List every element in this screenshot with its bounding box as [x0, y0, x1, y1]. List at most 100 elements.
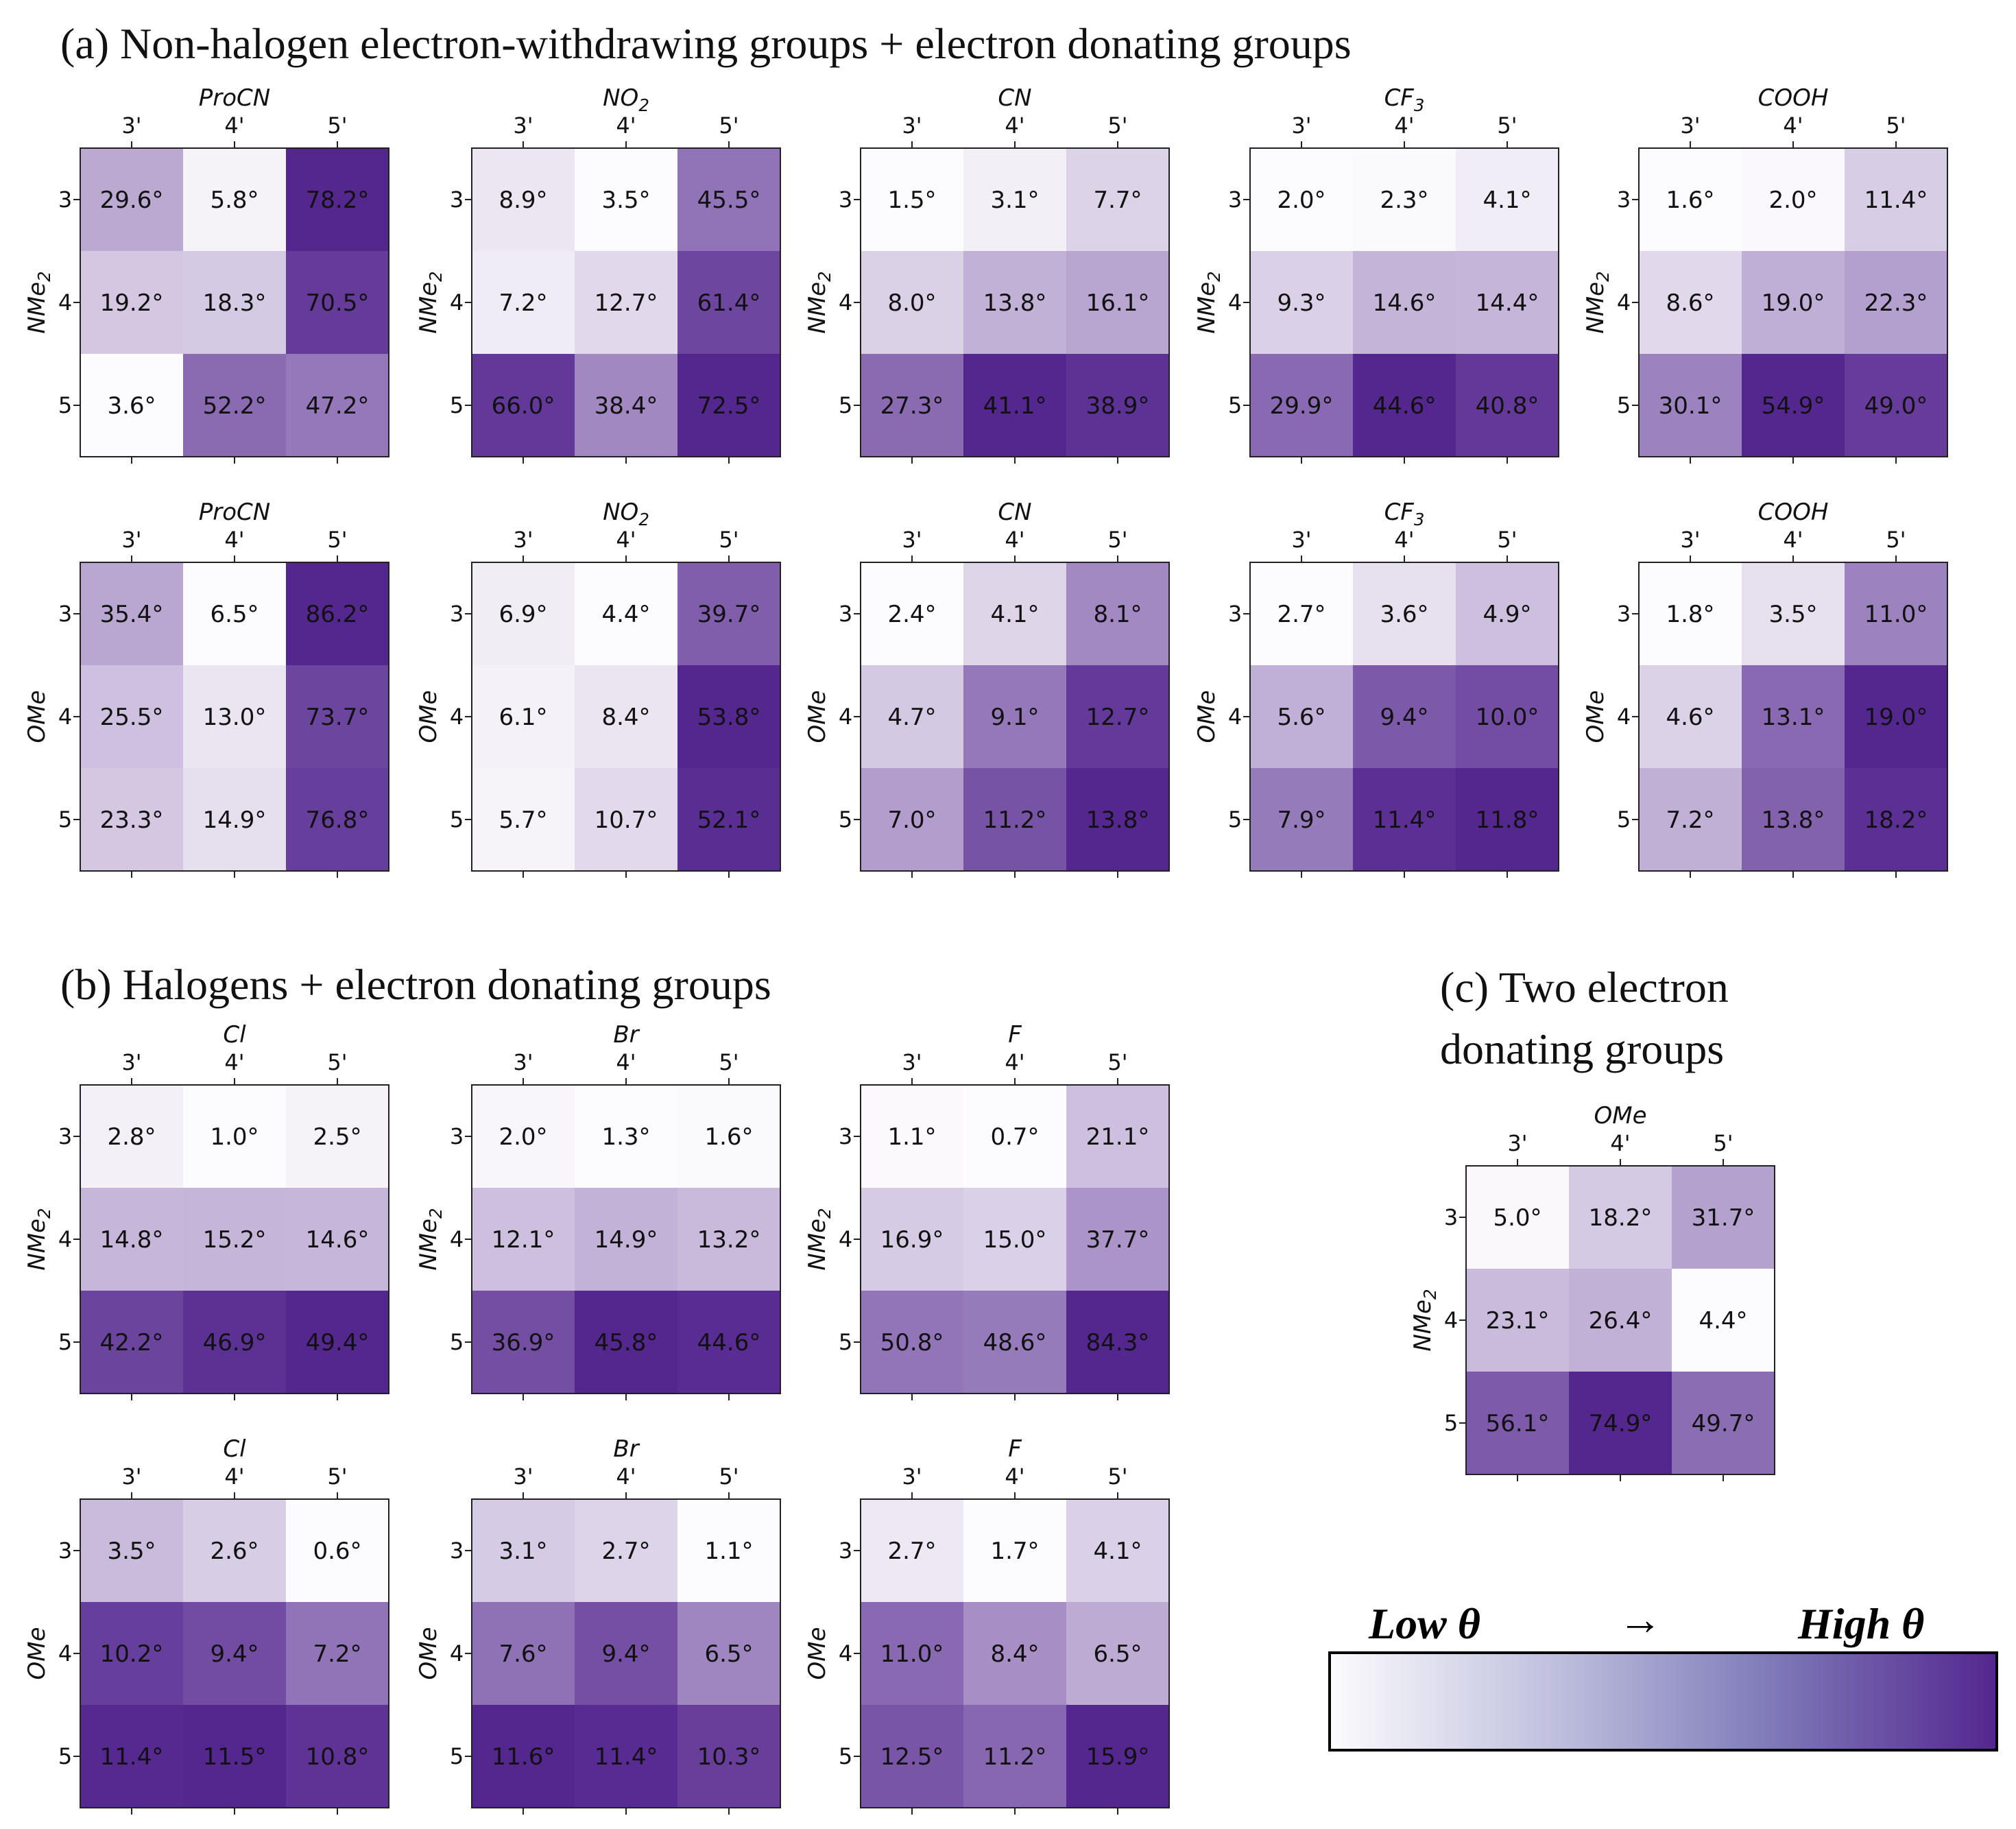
x-tick-label: 3'	[121, 527, 141, 553]
y-tick-label: 5	[1617, 806, 1631, 833]
heatmap-cell	[861, 1602, 963, 1705]
x-tick-label: 3'	[902, 1463, 922, 1490]
heatmap-cell	[1066, 1602, 1169, 1705]
heatmap-7: 6.9° 4.4° 39.7° 6.1° 8.4° 53.8° 5.7° 10.7° 52.1°…	[415, 499, 781, 878]
cell-value-label: 11.6°	[492, 1743, 555, 1771]
cell-value-label: 1.7°	[990, 1538, 1039, 1565]
y-tick-label: 3	[839, 1538, 852, 1564]
heatmap-ylabel: OMe	[23, 690, 51, 743]
cell-value-label: 13.0°	[203, 704, 267, 731]
y-tick-label: 4	[839, 289, 852, 315]
heatmap-cell	[1639, 665, 1742, 768]
heatmap-12: 2.0° 1.3° 1.6° 12.1° 14.9° 13.2° 36.9° 45.8° 44.…	[415, 1021, 781, 1400]
y-tick-label: 4	[58, 289, 72, 315]
heatmap-ylabel: OMe	[804, 690, 831, 743]
cell-value-label: 1.6°	[704, 1123, 753, 1151]
heatmap-cell	[1066, 251, 1169, 354]
heatmap-cell	[861, 1499, 963, 1602]
cell-value-label: 49.4°	[306, 1329, 370, 1356]
y-tick-label: 5	[1444, 1410, 1458, 1436]
heatmap-cell	[575, 354, 677, 457]
heatmap-cell	[1066, 354, 1169, 457]
cell-value-label: 3.1°	[990, 187, 1039, 214]
heatmap-14: 3.5° 2.6° 0.6° 10.2° 9.4° 7.2° 11.4° 11.5° 10.8°…	[23, 1435, 389, 1815]
cell-value-label: 2.0°	[499, 1123, 547, 1151]
x-tick-label: 3'	[513, 527, 533, 553]
cell-value-label: 50.8°	[880, 1329, 944, 1356]
heatmap-cell	[1742, 251, 1845, 354]
cell-value-label: 16.1°	[1086, 289, 1150, 317]
cell-value-label: 31.7°	[1692, 1204, 1755, 1232]
heatmap-cell	[80, 1188, 183, 1291]
x-tick-label: 5'	[719, 1049, 739, 1075]
heatmap-cell	[1845, 562, 1947, 665]
heatmap-cell	[1639, 562, 1742, 665]
x-tick-label: 4'	[1610, 1130, 1630, 1156]
heatmap-body: 29.6° 5.8° 78.2° 19.2° 18.3° 70.5° 3.6° 52.2° 47…	[23, 84, 389, 464]
cell-value-label: 25.5°	[100, 704, 164, 731]
x-tick-label: 3'	[1680, 112, 1700, 139]
y-tick-label: 3	[839, 601, 852, 627]
cell-value-label: 3.6°	[1380, 601, 1428, 628]
heatmap-10: 1.8° 3.5° 11.0° 4.6° 13.1° 19.0° 7.2° 13.8° 18.2…	[1582, 499, 1948, 878]
heatmap-cell	[183, 354, 286, 457]
heatmap-body: 1.6° 2.0° 11.4° 8.6° 19.0° 22.3° 30.1° 54.9° 49.…	[1582, 84, 1948, 464]
heatmap-cell	[575, 1602, 677, 1705]
x-tick-label: 3'	[902, 527, 922, 553]
heatmap-cell	[861, 768, 963, 871]
y-tick-label: 5	[450, 806, 464, 833]
cell-value-label: 15.9°	[1086, 1743, 1150, 1771]
cell-value-label: 2.8°	[107, 1123, 156, 1151]
cell-value-label: 14.9°	[595, 1226, 658, 1254]
colorbar-high-label: High θ	[1798, 1599, 1925, 1648]
x-tick-label: 4'	[616, 527, 636, 553]
cell-value-label: 86.2°	[306, 601, 370, 628]
heatmap-cell	[677, 148, 780, 251]
heatmap-cell	[1672, 1166, 1775, 1269]
heatmap-cell	[286, 1499, 389, 1602]
cell-value-label: 4.7°	[887, 704, 936, 731]
heatmap-body: 8.9° 3.5° 45.5° 7.2° 12.7° 61.4° 66.0° 38.4° 72.…	[415, 84, 781, 464]
cell-value-label: 53.8°	[697, 704, 761, 731]
heatmap-cell	[1353, 251, 1456, 354]
heatmap-cell	[1639, 148, 1742, 251]
heatmap-cell	[183, 148, 286, 251]
cell-value-label: 1.1°	[887, 1123, 936, 1151]
cell-value-label: 2.7°	[1277, 601, 1325, 628]
section-b-title: (b) Halogens + electron donating groups	[60, 960, 771, 1009]
heatmap-cell	[472, 1188, 575, 1291]
y-tick-label: 3	[1617, 187, 1631, 213]
colorbar-arrow: →	[1618, 1595, 1662, 1644]
heatmap-cell	[286, 148, 389, 251]
cell-value-label: 1.3°	[601, 1123, 650, 1151]
heatmap-cell	[472, 354, 575, 457]
cell-value-label: 19.0°	[1762, 289, 1825, 317]
heatmap-cell	[575, 148, 677, 251]
cell-value-label: 7.0°	[887, 806, 936, 834]
x-tick-label: 5'	[1107, 112, 1127, 139]
heatmap-cell	[575, 1291, 677, 1394]
cell-value-label: 27.3°	[880, 392, 944, 420]
cell-value-label: 1.6°	[1666, 187, 1714, 214]
y-tick-label: 4	[1228, 289, 1242, 315]
x-tick-label: 5'	[719, 112, 739, 139]
heatmap-13: 1.1° 0.7° 21.1° 16.9° 15.0° 37.7° 50.8° 48.6° 84…	[804, 1021, 1170, 1400]
y-tick-label: 3	[58, 1538, 72, 1564]
cell-value-label: 49.7°	[1692, 1410, 1755, 1437]
heatmap-cell	[575, 251, 677, 354]
heatmap-cell	[1250, 768, 1353, 871]
cell-value-label: 4.9°	[1483, 601, 1531, 628]
heatmap-title: ProCN	[199, 499, 270, 526]
x-tick-label: 3'	[513, 112, 533, 139]
heatmap-title: OMe	[1594, 1102, 1646, 1129]
heatmap-ylabel: NMe2	[804, 1208, 835, 1270]
cell-value-label: 5.0°	[1493, 1204, 1541, 1232]
x-tick-label: 4'	[224, 527, 244, 553]
colorbar	[1328, 1651, 1998, 1752]
y-tick-label: 5	[58, 806, 72, 833]
heatmap-4: 2.0° 2.3° 4.1° 9.3° 14.6° 14.4° 29.9° 44.6° 40.8…	[1193, 84, 1559, 464]
heatmap-ylabel: OMe	[804, 1627, 831, 1679]
heatmap-ylabel: NMe2	[415, 1208, 446, 1270]
cell-value-label: 78.2°	[306, 187, 370, 214]
cell-value-label: 13.8°	[1762, 806, 1825, 834]
